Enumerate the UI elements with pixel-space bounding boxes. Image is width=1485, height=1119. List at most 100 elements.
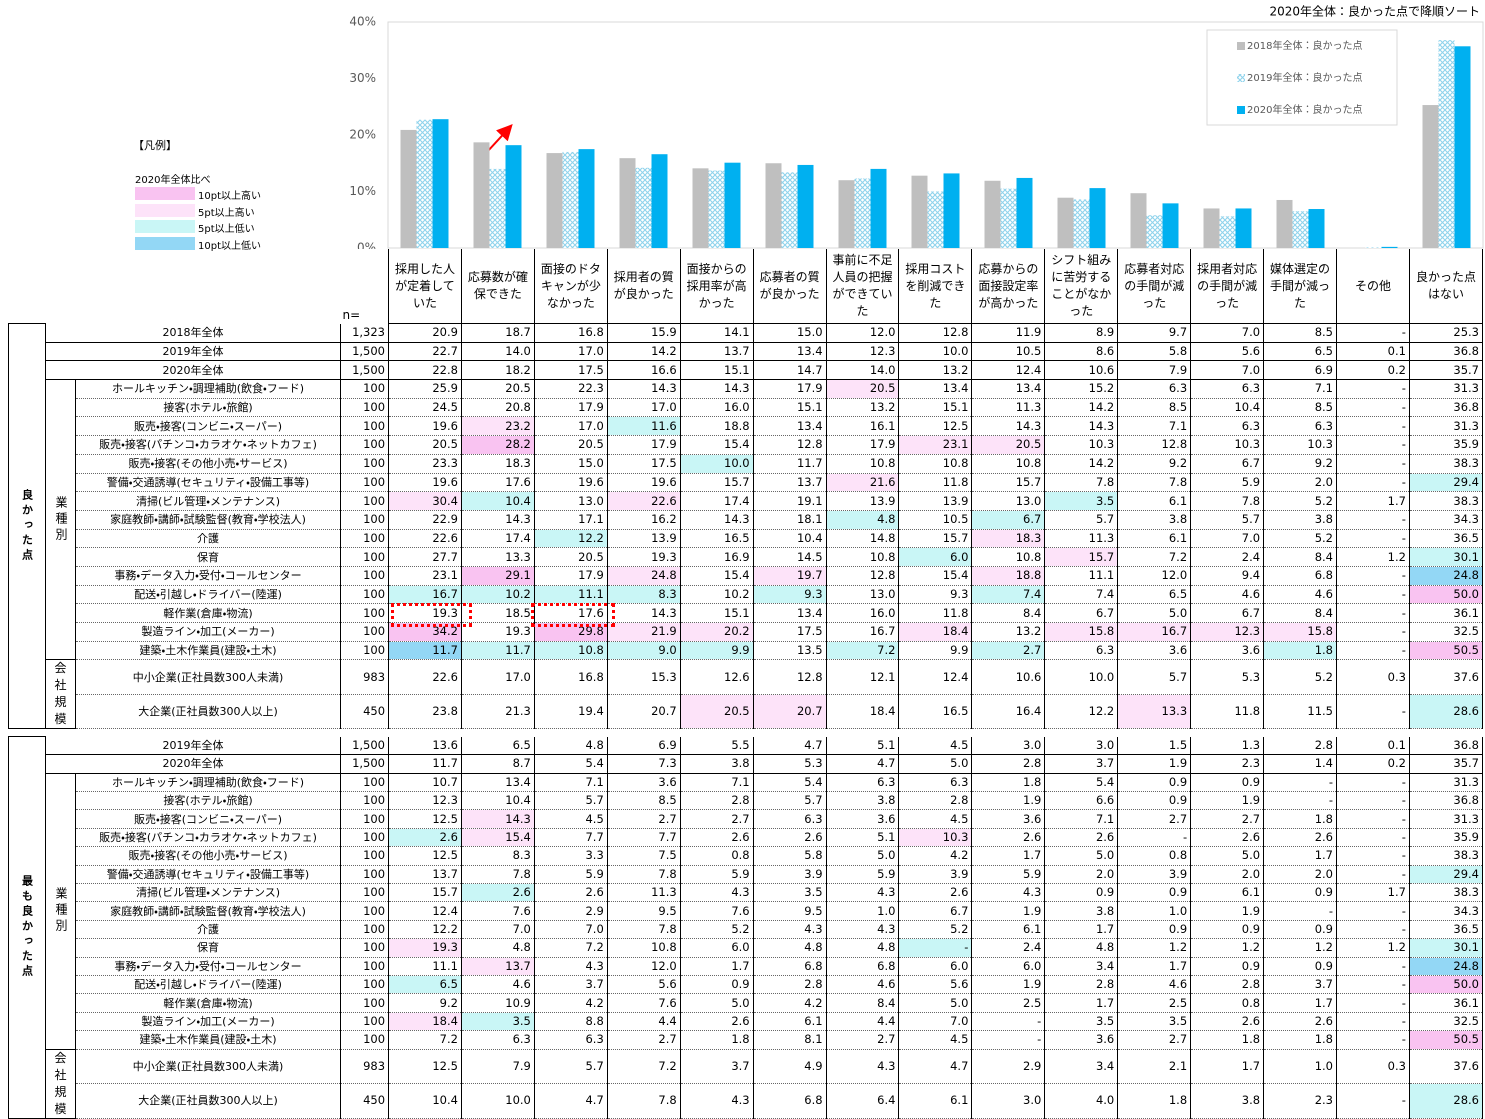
- cell: 10.0: [460, 1083, 535, 1119]
- cell: 8.5: [606, 791, 681, 811]
- cell: 1.7: [1263, 846, 1337, 866]
- table-row: 販売・接客(その他小売・サービス) 100 23.3 18.3 15.0 17.5 10.0…: [9, 454, 1484, 474]
- cell: 15.7: [388, 883, 462, 903]
- cell: 16.8: [533, 323, 608, 343]
- cell: 6.3: [1190, 416, 1265, 437]
- cell: 31.3: [1408, 379, 1484, 399]
- cell: 17.9: [752, 379, 827, 399]
- cell: -: [1336, 529, 1410, 549]
- cell: 2.5: [971, 993, 1046, 1013]
- cell: 4.3: [752, 920, 827, 940]
- n-value: 100: [340, 957, 390, 976]
- legend-swatch: [1237, 106, 1245, 114]
- cell: 20.5: [533, 435, 608, 455]
- cell: 15.8: [1044, 622, 1119, 642]
- cell: -: [1336, 901, 1410, 921]
- chart-title: 2020年全体：良かった点で降順ソート: [1269, 4, 1480, 19]
- cell: -: [1336, 993, 1410, 1013]
- legend-label: 5pt以上高い: [198, 207, 255, 219]
- cell: 12.5: [388, 1049, 462, 1085]
- cell: 4.5: [533, 809, 608, 829]
- cell: 8.5: [1117, 398, 1192, 418]
- cell: 8.6: [1044, 342, 1119, 362]
- table-row: 製造ライン・加工(メーカー) 100 34.2 19.3 29.8 21.9 20.2 17.…: [9, 622, 1484, 642]
- cell: 2.3: [1263, 1083, 1337, 1119]
- cell: 4.2: [898, 846, 973, 866]
- cell: 1.8: [971, 773, 1046, 793]
- cell: 4.6: [1190, 585, 1265, 605]
- cell: 5.2: [679, 920, 754, 940]
- cell: 5.9: [1190, 473, 1265, 493]
- cell: 14.2: [1044, 454, 1119, 474]
- bar: [1089, 188, 1106, 248]
- table-row: 警備・交通誘導(セキュリティ・設備工事等) 100 13.7 7.8 5.9 7.8 5.9…: [9, 865, 1484, 885]
- cell: 5.0: [1190, 846, 1265, 866]
- cell: 3.7: [1263, 975, 1337, 995]
- bar: [927, 191, 944, 248]
- cell: 12.8: [1117, 435, 1192, 455]
- bar: [651, 154, 668, 248]
- table-row: 事務・データ入力・受付・コールセンター 100 11.1 13.7 4.3 12.0 1.7…: [9, 957, 1484, 976]
- cell: 7.2: [825, 641, 900, 661]
- cell: 11.3: [1044, 529, 1119, 549]
- n-value: 100: [340, 1030, 390, 1050]
- cell: 15.1: [679, 603, 754, 623]
- column-header: 良かった点はない: [1408, 249, 1484, 324]
- cell: 17.9: [533, 398, 608, 418]
- column-header: 面接のドタキャンが少なかった: [533, 249, 608, 324]
- cell: 18.2: [460, 360, 535, 381]
- cell: 17.5: [533, 360, 608, 381]
- cell: 4.6: [825, 975, 900, 995]
- cell: 11.3: [971, 398, 1046, 418]
- cell: 6.5: [460, 736, 535, 756]
- cell: 6.3: [825, 773, 900, 793]
- bar: [1292, 211, 1309, 248]
- cell: 3.8: [679, 754, 754, 774]
- row-label: 介護: [74, 920, 342, 940]
- cell: 1.9: [971, 791, 1046, 811]
- cell: 36.8: [1408, 398, 1484, 418]
- cell: 15.7: [898, 529, 973, 549]
- cell: 17.1: [533, 510, 608, 530]
- n-value: 100: [340, 993, 390, 1013]
- legend-title: 【凡例】: [133, 139, 177, 152]
- row-label: 中小企業(正社員数300人未満): [74, 659, 342, 695]
- cell: 13.9: [606, 529, 681, 549]
- cell: 7.6: [679, 901, 754, 921]
- cell: 1.8: [1263, 641, 1337, 661]
- table-row: 良かった点 2018年全体 1,323 20.9 18.7 16.8 15.9 14.1 15.…: [8, 322, 1484, 730]
- column-header: 面接からの採用率が高かった: [679, 249, 754, 324]
- cell: 22.7: [388, 342, 462, 362]
- cell: 5.0: [679, 993, 754, 1013]
- table-row: 介護 100 22.6 17.4 12.2 13.9 16.5 10.4 14.8 15.7 18.…: [9, 529, 1484, 549]
- table-row: 業種別 ホールキッチン・調理補助(飲食・フード) 100 25.9 20.5 22.3 14…: [9, 379, 1484, 661]
- cell: 3.6: [1117, 641, 1192, 661]
- cell: -: [898, 938, 973, 958]
- cell: 1.9: [971, 975, 1046, 995]
- cell: 7.0: [460, 920, 535, 940]
- cell: 13.0: [971, 491, 1046, 511]
- cell: 9.7: [1117, 323, 1192, 343]
- cell: 11.5: [1263, 694, 1337, 730]
- table-row: 大企業(正社員数300人以上) 450 10.4 10.0 4.7 7.8 4.3 6.8 6.…: [9, 1083, 1484, 1119]
- cell: 7.1: [1263, 379, 1337, 399]
- cell: 14.3: [971, 416, 1046, 437]
- cell: 30.4: [388, 491, 462, 511]
- cell: 19.6: [606, 473, 681, 493]
- cell: 2.8: [898, 791, 973, 811]
- cell: 5.0: [898, 754, 973, 774]
- cell: 18.3: [460, 454, 535, 474]
- cell: 5.9: [533, 865, 608, 885]
- bar: [1016, 177, 1033, 248]
- cell: 1.7: [679, 957, 754, 976]
- cell: 18.8: [679, 416, 754, 437]
- column-header: 応募数が確保できた: [460, 249, 535, 324]
- table-row: 大企業(正社員数300人以上) 450 23.8 21.3 19.4 20.7 20.5 20…: [9, 694, 1484, 730]
- cell: 12.8: [898, 323, 973, 343]
- cell: 2.6: [460, 883, 535, 903]
- table-row: 清掃(ビル管理・メンテナンス) 100 15.7 2.6 2.6 11.3 4.3 3.5 4.…: [9, 883, 1484, 903]
- cell: 7.6: [606, 993, 681, 1013]
- bar: [1381, 246, 1398, 248]
- bar: [489, 168, 506, 248]
- bar: [432, 119, 449, 249]
